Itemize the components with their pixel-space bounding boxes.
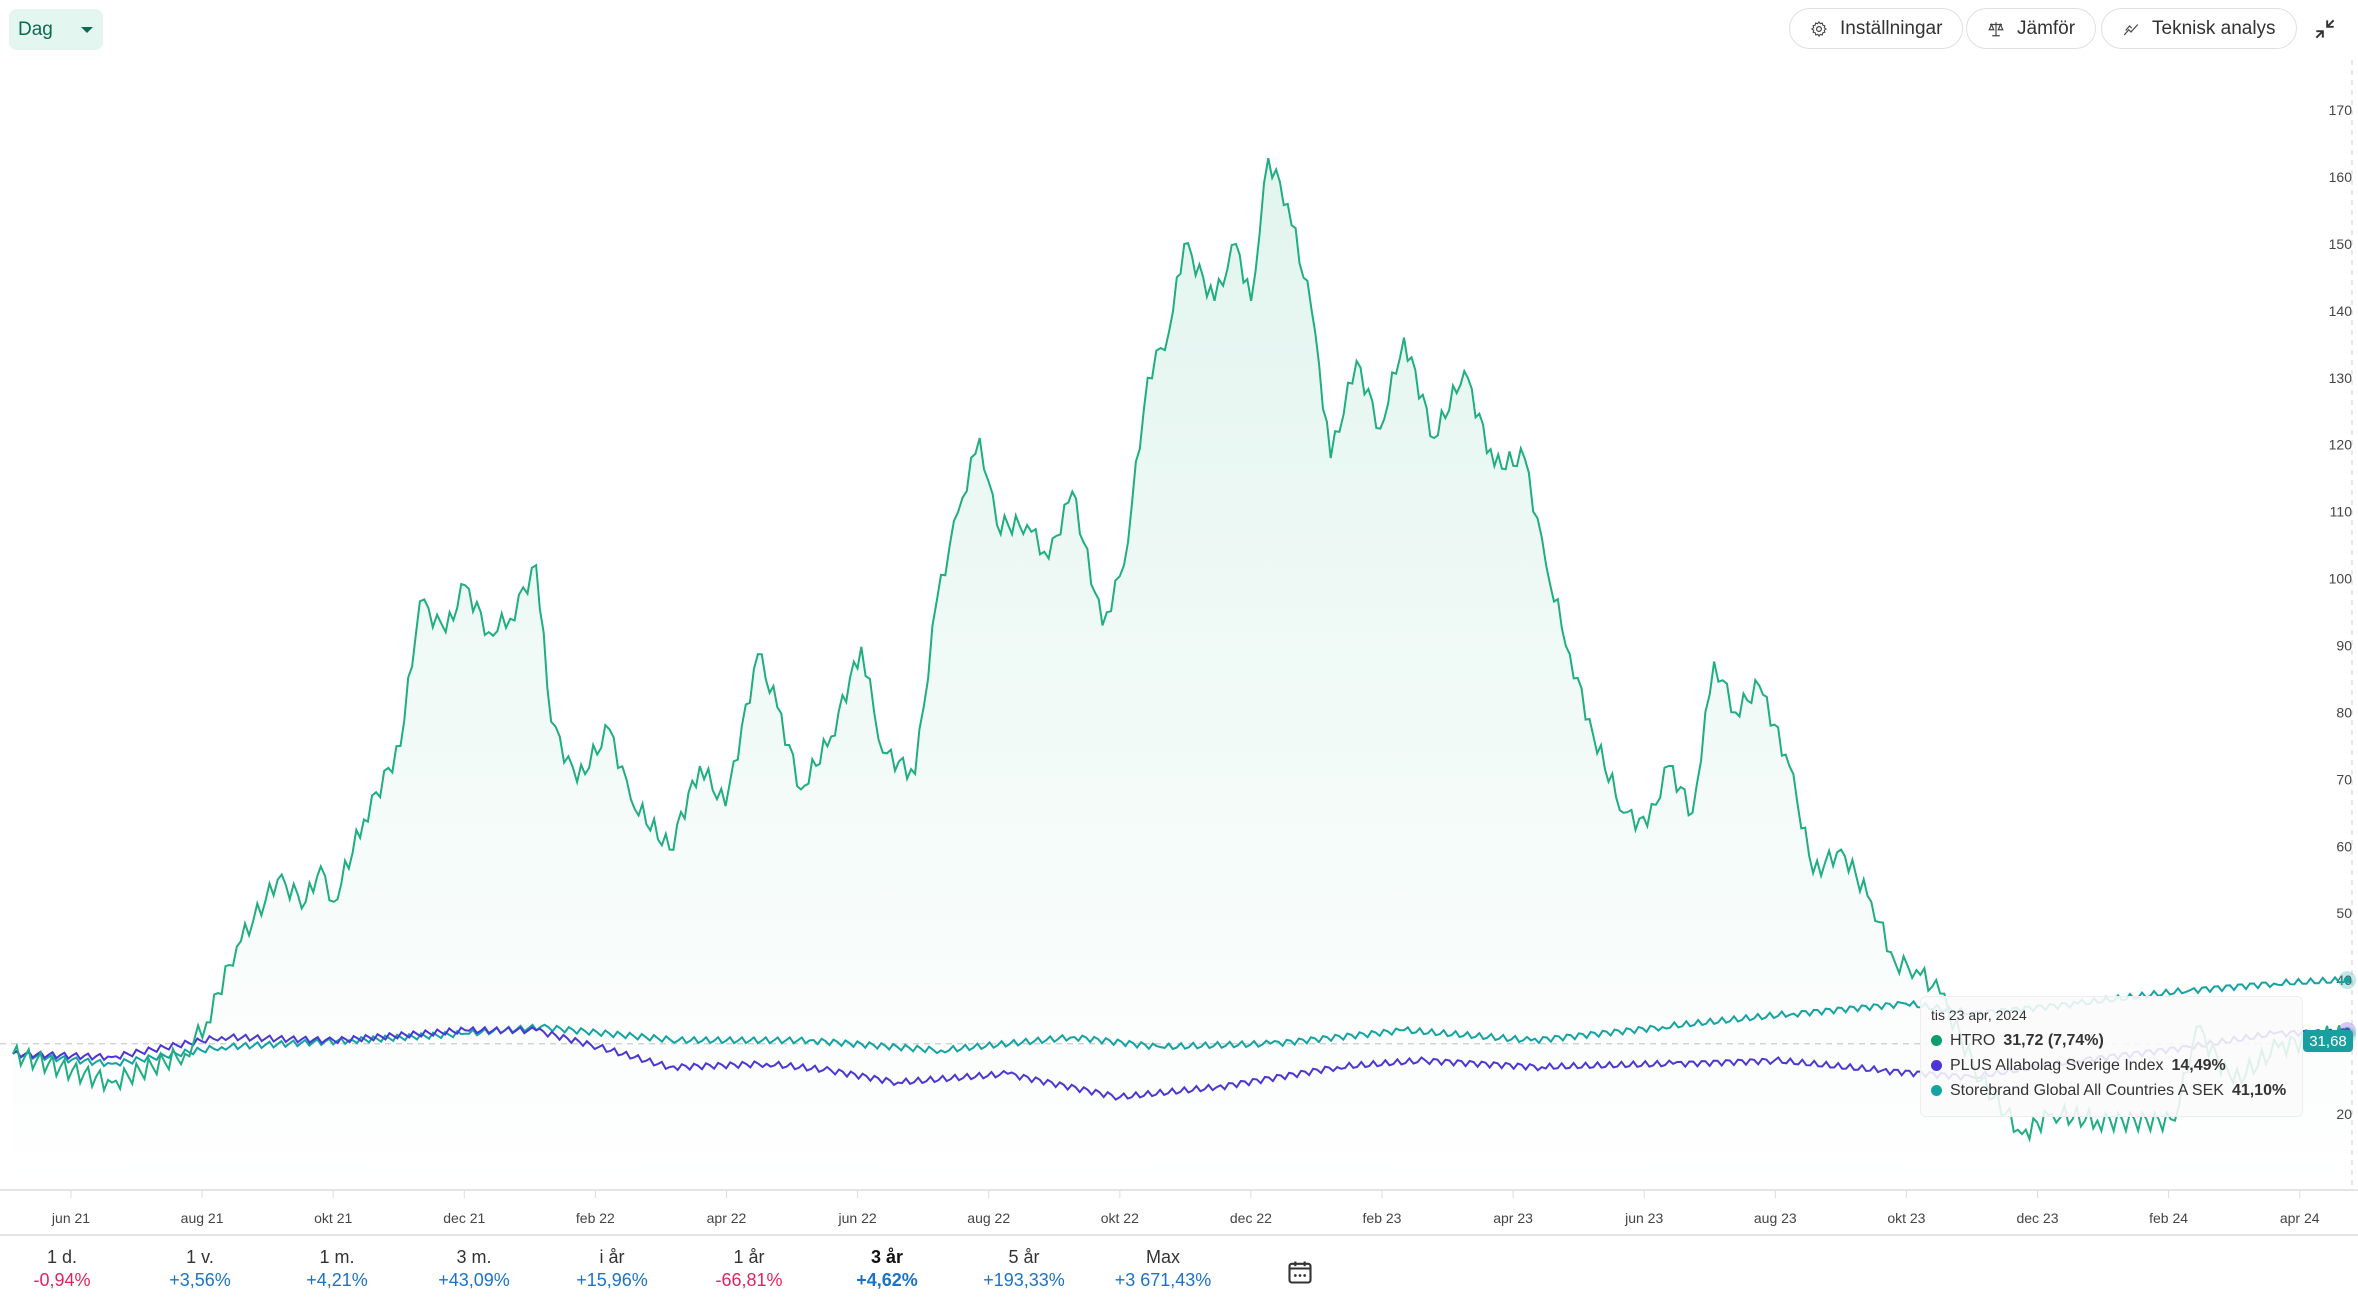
y-tick-label: 100 bbox=[2329, 571, 2353, 587]
period-change: +4,21% bbox=[306, 1270, 368, 1290]
tooltip-series-value: 31,72 (7,74%) bbox=[2003, 1031, 2104, 1049]
calendar-icon[interactable] bbox=[1286, 1258, 1314, 1286]
period-button[interactable]: i år +15,96% bbox=[547, 1247, 677, 1291]
x-tick-label: okt 23 bbox=[1887, 1210, 1925, 1226]
divider bbox=[0, 1234, 2358, 1236]
period-change: +4,62% bbox=[856, 1270, 918, 1290]
price-chart[interactable]: 17016015014013012011010090807060504020ju… bbox=[0, 0, 2358, 1240]
period-button[interactable]: 1 v. +3,56% bbox=[135, 1247, 265, 1291]
tooltip-series-name: Storebrand Global All Countries A SEK bbox=[1950, 1081, 2224, 1099]
x-tick-label: okt 22 bbox=[1101, 1210, 1139, 1226]
period-button[interactable]: 1 m. +4,21% bbox=[272, 1247, 402, 1291]
period-button[interactable]: 3 m. +43,09% bbox=[409, 1247, 539, 1291]
x-tick-label: jun 22 bbox=[838, 1210, 877, 1226]
trend-lines-icon bbox=[2123, 23, 2139, 35]
y-tick-label: 130 bbox=[2329, 370, 2353, 386]
x-tick-label: dec 23 bbox=[2016, 1210, 2058, 1226]
technical-analysis-label: Teknisk analys bbox=[2152, 17, 2276, 39]
period-button[interactable]: 5 år +193,33% bbox=[959, 1247, 1089, 1291]
period-label: 1 v. bbox=[186, 1247, 214, 1267]
y-tick-label: 60 bbox=[2336, 838, 2352, 854]
x-tick-label: apr 24 bbox=[2280, 1210, 2320, 1226]
tooltip-row-plus: PLUS Allabolag Sverige Index 14,49% bbox=[1931, 1053, 2292, 1078]
interval-label: Dag bbox=[18, 18, 53, 40]
period-change: +43,09% bbox=[438, 1270, 510, 1290]
x-tick-label: aug 22 bbox=[967, 1210, 1010, 1226]
y-tick-label: 150 bbox=[2329, 236, 2353, 252]
x-tick-label: jun 21 bbox=[51, 1210, 90, 1226]
x-tick-label: jun 23 bbox=[1624, 1210, 1663, 1226]
period-label: 1 m. bbox=[319, 1247, 355, 1267]
series-dot-icon bbox=[1931, 1085, 1942, 1096]
y-tick-label: 70 bbox=[2336, 771, 2352, 787]
chart-tooltip: tis 23 apr, 2024 HTRO 31,72 (7,74%) PLUS … bbox=[1920, 996, 2303, 1117]
y-tick-label: 170 bbox=[2329, 102, 2353, 118]
period-button[interactable]: 3 år +4,62% bbox=[822, 1247, 952, 1291]
settings-label: Inställningar bbox=[1840, 17, 1943, 39]
compare-label: Jämför bbox=[2017, 17, 2076, 39]
period-change: +3,56% bbox=[169, 1270, 231, 1290]
tooltip-row-storebrand: Storebrand Global All Countries A SEK 41,… bbox=[1931, 1078, 2292, 1103]
collapse-icon[interactable] bbox=[2312, 16, 2338, 42]
period-button[interactable]: Max +3 671,43% bbox=[1098, 1247, 1228, 1291]
period-label: i år bbox=[599, 1247, 625, 1267]
compare-button[interactable]: Jämför bbox=[1966, 8, 2097, 49]
x-tick-label: feb 23 bbox=[1363, 1210, 1402, 1226]
technical-analysis-button[interactable]: Teknisk analys bbox=[2101, 8, 2297, 49]
period-label: 3 m. bbox=[456, 1247, 492, 1267]
tooltip-date: tis 23 apr, 2024 bbox=[1931, 1007, 2027, 1023]
y-tick-label: 50 bbox=[2336, 905, 2352, 921]
x-tick-label: feb 24 bbox=[2149, 1210, 2188, 1226]
x-tick-label: aug 21 bbox=[181, 1210, 224, 1226]
tooltip-series-value: 14,49% bbox=[2171, 1056, 2226, 1074]
period-label: 5 år bbox=[1008, 1247, 1040, 1267]
series-area bbox=[12, 158, 2348, 1191]
interval-dropdown[interactable]: Dag bbox=[9, 9, 103, 50]
period-label: 3 år bbox=[870, 1247, 904, 1267]
x-tick-label: dec 21 bbox=[443, 1210, 485, 1226]
x-tick-label: feb 22 bbox=[576, 1210, 615, 1226]
x-tick-label: apr 23 bbox=[1493, 1210, 1533, 1226]
y-tick-label: 120 bbox=[2329, 437, 2353, 453]
period-button[interactable]: 1 d. -0,94% bbox=[0, 1247, 127, 1291]
tooltip-series-value: 41,10% bbox=[2231, 1081, 2287, 1099]
series-dot-icon bbox=[1931, 1035, 1942, 1046]
period-button[interactable]: 1 år -66,81% bbox=[684, 1247, 814, 1291]
x-tick-label: okt 21 bbox=[314, 1210, 352, 1226]
caret-down-icon bbox=[81, 27, 93, 33]
y-tick-label: 160 bbox=[2329, 169, 2353, 185]
last-price-tag: 31,68 bbox=[2303, 1030, 2353, 1052]
x-tick-label: aug 23 bbox=[1754, 1210, 1797, 1226]
period-label: 1 d. bbox=[46, 1247, 78, 1267]
series-end-dot bbox=[2343, 976, 2351, 984]
period-change: +15,96% bbox=[576, 1270, 648, 1290]
y-tick-label: 80 bbox=[2336, 704, 2352, 720]
period-change: +193,33% bbox=[983, 1270, 1065, 1290]
y-tick-label: 140 bbox=[2329, 303, 2353, 319]
x-tick-label: apr 22 bbox=[707, 1210, 747, 1226]
y-tick-label: 90 bbox=[2336, 637, 2352, 653]
gear-icon bbox=[1810, 20, 1827, 37]
settings-button[interactable]: Inställningar bbox=[1789, 8, 1964, 49]
period-change: -66,81% bbox=[715, 1270, 783, 1290]
period-label: Max bbox=[1145, 1247, 1180, 1267]
period-label: 1 år bbox=[733, 1247, 765, 1267]
tooltip-series-name: PLUS Allabolag Sverige Index bbox=[1950, 1056, 2164, 1074]
tooltip-series-name: HTRO bbox=[1950, 1031, 1996, 1049]
period-change: +3 671,43% bbox=[1114, 1270, 1212, 1290]
scale-icon bbox=[1988, 21, 2004, 36]
series-dot-icon bbox=[1931, 1060, 1942, 1071]
y-tick-label: 110 bbox=[2330, 504, 2353, 520]
tooltip-row-htro: HTRO 31,72 (7,74%) bbox=[1931, 1028, 2292, 1053]
x-tick-label: dec 22 bbox=[1230, 1210, 1272, 1226]
period-change: -0,94% bbox=[33, 1270, 91, 1290]
